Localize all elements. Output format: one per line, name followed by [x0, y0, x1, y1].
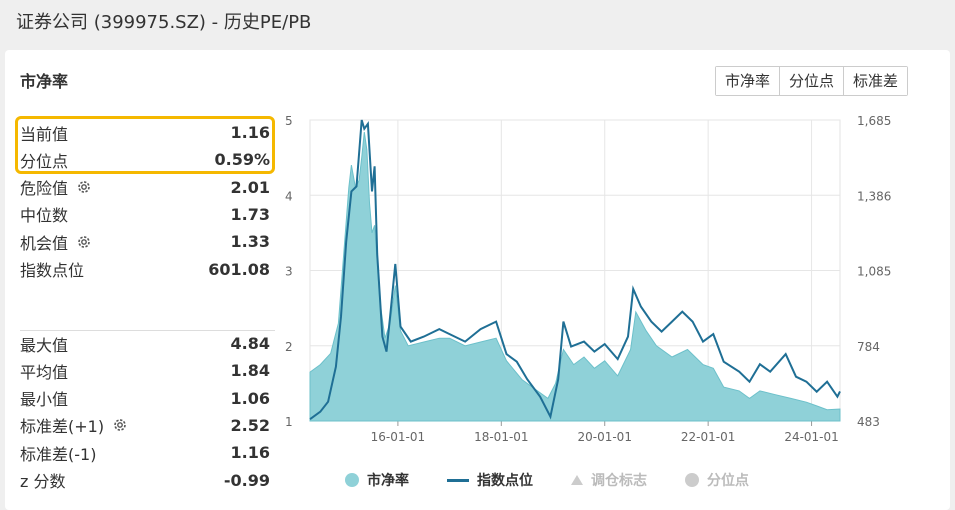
stat-row: 危险值 2.01	[20, 174, 270, 201]
legend-pb[interactable]: 市净率	[345, 470, 409, 490]
y-left-tick-label: 4	[285, 189, 293, 203]
gear-icon[interactable]	[76, 234, 92, 250]
series-index-line	[309, 119, 841, 421]
view-tabs: 市净率 分位点 标准差	[715, 66, 909, 96]
current-highlight-box	[15, 116, 275, 174]
stat-value: 1.73	[230, 204, 270, 224]
page-title: 证券公司 (399975.SZ) - 历史PE/PB	[16, 12, 312, 33]
tab-pb[interactable]: 市净率	[716, 67, 781, 95]
y-right-tick-label: 483	[857, 415, 880, 429]
stat-label: 机会值	[20, 233, 69, 253]
stat-row: 分位点 0.59%	[20, 146, 270, 173]
y-left-tick-label: 3	[285, 265, 293, 279]
stat-label-wrap: 机会值	[20, 230, 92, 254]
legend-pb-label: 市净率	[367, 473, 409, 489]
y-left-tick-label: 1	[285, 415, 293, 429]
legend-index[interactable]: 指数点位	[447, 470, 533, 490]
stat-value: 1.84	[230, 361, 270, 381]
stat-value: -0.99	[223, 470, 270, 490]
y-left-tick-label: 5	[285, 114, 293, 128]
legend-pb-swatch	[345, 473, 359, 487]
stat-value: 2.01	[230, 177, 270, 197]
stat-label: 危险值	[20, 179, 69, 199]
stat-row: 平均值 1.84	[20, 357, 270, 384]
y-right-tick-label: 1,685	[857, 114, 891, 128]
stat-label-wrap: z 分数	[20, 468, 66, 492]
stat-label-wrap: 最小值	[20, 386, 68, 410]
legend-percentile-label: 分位点	[707, 473, 749, 489]
stat-value: 1.16	[230, 123, 270, 142]
pb-card: 市净率 市净率 分位点 标准差 当前值 1.16 分位点 0.59% 危险值 2.01 中位…	[5, 50, 950, 510]
stat-label: 指数点位	[20, 261, 85, 280]
y-right-tick-label: 784	[857, 340, 880, 354]
stat-label-wrap: 危险值	[20, 175, 92, 199]
legend-percentile-swatch	[685, 473, 699, 487]
stat-row: 最小值 1.06	[20, 385, 270, 412]
stat-row: 指数点位 601.08	[20, 256, 270, 283]
legend-rebalance-label: 调仓标志	[591, 473, 647, 489]
x-tick-label: 16-01-01	[371, 430, 425, 444]
stat-value: 2.52	[230, 415, 270, 435]
pb-chart: 1 2 3 4 5 483 784 1,085 1,386 1,685 16-01-01 18-01-…	[285, 114, 891, 444]
x-tick-label: 22-01-01	[681, 430, 735, 444]
y-right-tick-label: 1,386	[857, 189, 891, 203]
stat-label: 最小值	[20, 390, 69, 410]
x-tick-label: 18-01-01	[474, 430, 528, 444]
x-tick-label: 20-01-01	[577, 430, 631, 444]
stat-row: 最大值 4.84	[20, 330, 270, 357]
stat-label-wrap: 指数点位	[20, 257, 84, 281]
stat-label-wrap: 中位数	[20, 202, 68, 226]
stat-label-wrap: 标准差(-1)	[20, 441, 96, 465]
stat-label: 当前值	[20, 124, 69, 144]
tab-stddev[interactable]: 标准差	[844, 67, 908, 95]
stat-value: 1.06	[230, 388, 270, 408]
stat-label-wrap: 标准差(+1)	[20, 413, 128, 437]
stat-label-wrap: 最大值	[20, 332, 68, 356]
legend-index-swatch	[447, 478, 469, 482]
stat-value: 601.08	[208, 259, 270, 279]
stat-label: 平均值	[20, 362, 69, 382]
gear-icon[interactable]	[112, 417, 128, 433]
stat-label-wrap: 分位点	[20, 148, 68, 172]
stat-value: 0.59%	[214, 150, 270, 170]
y-left-tick-label: 2	[285, 340, 293, 354]
stat-label: z 分数	[20, 472, 66, 491]
stat-row: 标准差(+1) 2.52	[20, 412, 270, 439]
stat-row: z 分数 -0.99	[20, 467, 270, 494]
stat-value: 1.33	[230, 232, 270, 252]
stat-label: 中位数	[20, 206, 69, 226]
stat-row: 中位数 1.73	[20, 201, 270, 228]
stat-label-wrap: 平均值	[20, 359, 68, 383]
chart-legend: 市净率 指数点位 调仓标志 分位点	[345, 470, 749, 490]
stat-value: 1.16	[230, 443, 270, 463]
y-right-tick-label: 1,085	[857, 265, 891, 279]
series-pb-area	[309, 131, 841, 422]
triangle-icon	[571, 475, 583, 485]
stat-label: 标准差(-1)	[20, 444, 97, 464]
legend-rebalance[interactable]: 调仓标志	[571, 470, 647, 490]
stat-label: 最大值	[20, 335, 69, 355]
stat-label: 标准差(+1)	[20, 417, 105, 437]
card-title: 市净率	[20, 72, 69, 91]
gear-icon[interactable]	[76, 179, 92, 195]
x-tick-label: 24-01-01	[784, 430, 838, 444]
legend-percentile[interactable]: 分位点	[685, 470, 749, 490]
stat-label-wrap: 当前值	[20, 121, 68, 145]
stat-row: 机会值 1.33	[20, 228, 270, 255]
stats-divider	[20, 330, 275, 331]
legend-index-label: 指数点位	[477, 473, 533, 489]
stat-value: 4.84	[230, 334, 270, 353]
stat-row: 当前值 1.16	[20, 119, 270, 146]
stat-label: 分位点	[20, 151, 69, 171]
tab-percentile[interactable]: 分位点	[780, 67, 845, 95]
stat-row: 标准差(-1) 1.16	[20, 439, 270, 466]
